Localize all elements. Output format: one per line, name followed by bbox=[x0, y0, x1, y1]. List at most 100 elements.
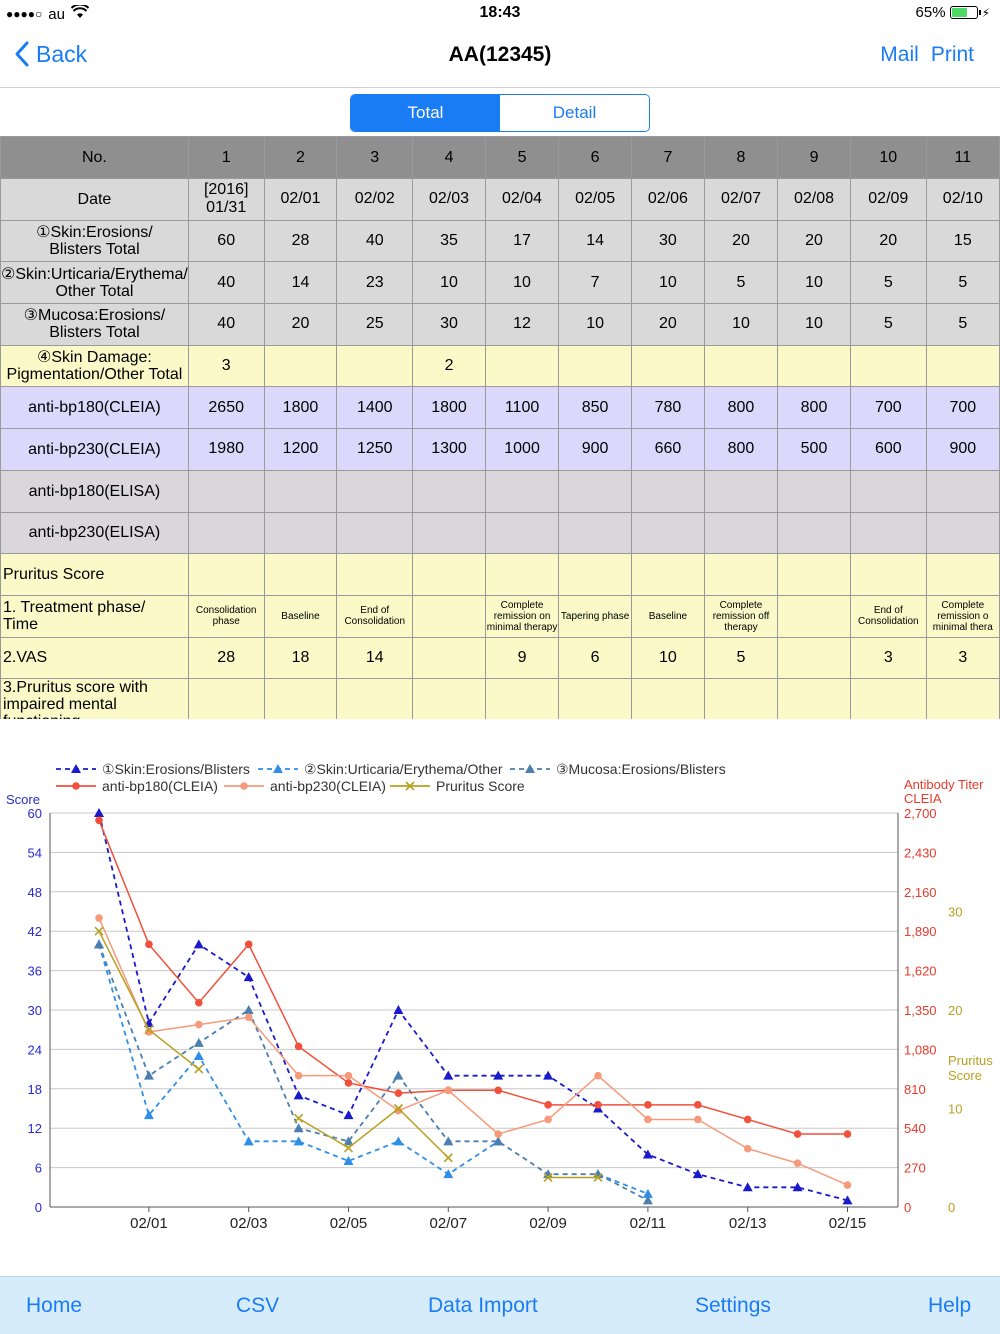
table-cell[interactable]: Baseline bbox=[631, 594, 705, 638]
table-cell[interactable] bbox=[263, 678, 338, 719]
table-cell[interactable]: 12 bbox=[484, 303, 560, 346]
table-cell[interactable] bbox=[703, 344, 779, 388]
table-cell[interactable] bbox=[484, 344, 560, 388]
table-cell[interactable]: 850 bbox=[558, 386, 633, 430]
table-cell[interactable] bbox=[412, 594, 486, 638]
tab-help[interactable]: Help bbox=[928, 1294, 972, 1317]
table-cell[interactable]: 2650 bbox=[187, 386, 265, 430]
table-cell[interactable]: 800 bbox=[703, 428, 779, 471]
table-cell[interactable]: 660 bbox=[631, 428, 705, 471]
table-cell[interactable] bbox=[925, 553, 1000, 596]
table-cell[interactable]: 800 bbox=[777, 386, 851, 430]
table-cell[interactable]: 02/05 bbox=[558, 178, 633, 221]
tab-detail[interactable]: Detail bbox=[500, 95, 649, 131]
table-cell[interactable]: Complete remission o minimal thera bbox=[925, 594, 1000, 638]
table-cell[interactable]: 5 bbox=[925, 303, 1000, 346]
table-cell[interactable]: Complete remission off therapy bbox=[703, 594, 779, 638]
table-cell[interactable]: 700 bbox=[925, 386, 1000, 430]
table-cell[interactable]: 02/04 bbox=[484, 178, 560, 221]
table-cell[interactable]: 500 bbox=[777, 428, 851, 471]
table-cell[interactable]: 02/02 bbox=[336, 178, 414, 221]
table-cell[interactable] bbox=[631, 469, 705, 513]
table-cell[interactable]: 40 bbox=[336, 219, 414, 263]
table-cell[interactable] bbox=[336, 469, 414, 513]
print-button[interactable]: Print bbox=[930, 43, 974, 66]
table-cell[interactable]: 2 bbox=[412, 344, 486, 388]
table-cell[interactable] bbox=[925, 344, 1000, 388]
table-cell[interactable]: 1400 bbox=[336, 386, 414, 430]
table-cell[interactable] bbox=[187, 469, 265, 513]
table-cell[interactable]: 1300 bbox=[412, 428, 486, 471]
table-cell[interactable]: Complete remission on minimal therapy bbox=[484, 594, 560, 638]
table-cell[interactable] bbox=[558, 344, 633, 388]
table-cell[interactable]: 18 bbox=[263, 636, 338, 680]
table-cell[interactable] bbox=[631, 553, 705, 596]
table-cell[interactable] bbox=[412, 636, 486, 680]
table-cell[interactable]: End of Consolidation bbox=[849, 594, 927, 638]
table-cell[interactable]: 17 bbox=[484, 219, 560, 263]
table-cell[interactable]: 28 bbox=[263, 219, 338, 263]
table-cell[interactable]: 9 bbox=[484, 636, 560, 680]
back-button[interactable]: Back bbox=[14, 40, 87, 68]
table-cell[interactable] bbox=[412, 469, 486, 513]
table-cell[interactable] bbox=[849, 511, 927, 555]
table-cell[interactable]: End of Consolidation bbox=[336, 594, 414, 638]
table-cell[interactable]: 7 bbox=[558, 261, 633, 305]
table-cell[interactable]: 20 bbox=[777, 219, 851, 263]
table-cell[interactable] bbox=[484, 678, 560, 719]
table-cell[interactable] bbox=[777, 469, 851, 513]
table-cell[interactable] bbox=[484, 511, 560, 555]
table-cell[interactable]: 20 bbox=[849, 219, 927, 263]
table-cell[interactable]: 20 bbox=[263, 303, 338, 346]
table-cell[interactable]: 02/01 bbox=[263, 178, 338, 221]
table-cell[interactable]: 900 bbox=[558, 428, 633, 471]
table-cell[interactable]: 10 bbox=[558, 303, 633, 346]
table-cell[interactable]: 14 bbox=[263, 261, 338, 305]
table-cell[interactable]: Tapering phase bbox=[558, 594, 633, 638]
tab-data-import[interactable]: Data Import bbox=[428, 1294, 538, 1317]
table-cell[interactable] bbox=[777, 553, 851, 596]
table-cell[interactable] bbox=[263, 469, 338, 513]
table-cell[interactable]: 1980 bbox=[187, 428, 265, 471]
table-cell[interactable] bbox=[777, 594, 851, 638]
table-cell[interactable]: 30 bbox=[631, 219, 705, 263]
tab-home[interactable]: Home bbox=[26, 1294, 83, 1317]
table-cell[interactable]: 30 bbox=[412, 303, 486, 346]
table-cell[interactable]: [2016] 01/31 bbox=[187, 178, 265, 221]
table-cell[interactable] bbox=[631, 344, 705, 388]
table-cell[interactable]: 10 bbox=[777, 303, 851, 346]
table-cell[interactable]: 35 bbox=[412, 219, 486, 263]
tab-csv[interactable]: CSV bbox=[236, 1294, 280, 1317]
table-cell[interactable] bbox=[925, 469, 1000, 513]
table-cell[interactable]: 10 bbox=[777, 261, 851, 305]
table-cell[interactable] bbox=[925, 511, 1000, 555]
table-cell[interactable]: 3 bbox=[925, 636, 1000, 680]
table-cell[interactable] bbox=[703, 511, 779, 555]
table-cell[interactable]: 5 bbox=[849, 303, 927, 346]
table-cell[interactable] bbox=[336, 344, 414, 388]
table-cell[interactable]: 20 bbox=[703, 219, 779, 263]
table-cell[interactable]: 10 bbox=[631, 261, 705, 305]
table-cell[interactable] bbox=[263, 344, 338, 388]
table-cell[interactable]: 700 bbox=[849, 386, 927, 430]
table-cell[interactable]: 23 bbox=[336, 261, 414, 305]
table-cell[interactable]: 600 bbox=[849, 428, 927, 471]
table-cell[interactable] bbox=[703, 469, 779, 513]
table-cell[interactable] bbox=[777, 678, 851, 719]
table-cell[interactable] bbox=[777, 344, 851, 388]
table-cell[interactable] bbox=[484, 553, 560, 596]
table-cell[interactable] bbox=[263, 511, 338, 555]
table-cell[interactable]: 1200 bbox=[263, 428, 338, 471]
table-cell[interactable]: 02/06 bbox=[631, 178, 705, 221]
table-cell[interactable] bbox=[777, 511, 851, 555]
table-cell[interactable]: 800 bbox=[703, 386, 779, 430]
table-cell[interactable] bbox=[631, 511, 705, 555]
table-cell[interactable]: 1800 bbox=[412, 386, 486, 430]
table-cell[interactable]: 15 bbox=[925, 219, 1000, 263]
table-cell[interactable] bbox=[849, 553, 927, 596]
table-cell[interactable]: 3 bbox=[187, 344, 265, 388]
mail-button[interactable]: Mail bbox=[880, 43, 919, 66]
table-cell[interactable]: Baseline bbox=[263, 594, 338, 638]
tab-settings[interactable]: Settings bbox=[695, 1294, 771, 1317]
table-cell[interactable]: 02/07 bbox=[703, 178, 779, 221]
